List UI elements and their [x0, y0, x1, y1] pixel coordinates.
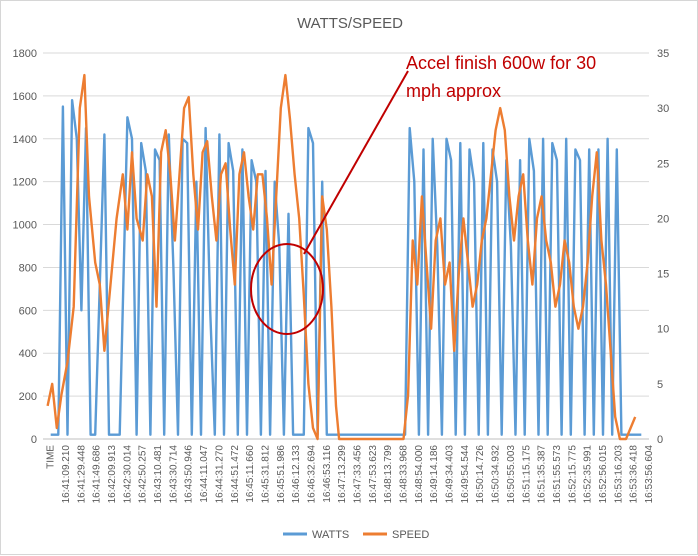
annotation-circle	[250, 243, 324, 335]
x-tick-label: 16:41:49.686	[92, 445, 103, 504]
series-group	[46, 73, 642, 441]
x-tick-label: 16:42:30.014	[122, 445, 133, 504]
x-tick-label: 16:51:35.387	[537, 445, 548, 504]
x-tick-label: 16:41:09.210	[61, 445, 72, 504]
legend: WATTS SPEED	[283, 529, 429, 541]
x-tick-label: 16:48:54.000	[414, 445, 425, 504]
x-tick-label: 16:44:11.047	[199, 445, 210, 503]
x-tick-label: 16:52:35.991	[583, 445, 594, 504]
x-tick-label: 16:50:55.003	[506, 445, 517, 504]
x-tick-label: 16:47:33.456	[353, 445, 364, 504]
x-tick-label: 16:49:14.186	[429, 445, 440, 504]
y-axis-right: 0 5 10 15 20 25 30 35	[657, 48, 669, 446]
x-tick-label: TIME	[46, 445, 57, 469]
annotation-group: Accel finish 600w for 30 mph approx	[250, 53, 596, 335]
x-tick-label: 16:50:14.726	[475, 445, 486, 504]
x-tick-label: 16:46:53.116	[322, 445, 333, 503]
annotation-pointer-line	[303, 70, 409, 255]
y-left-tick-label: 1800	[13, 48, 37, 60]
x-tick-label: 16:44:51.472	[230, 445, 241, 504]
y-right-tick-label: 35	[657, 48, 669, 60]
x-tick-label: 16:45:51.986	[276, 445, 287, 504]
x-tick-label: 16:49:34.403	[445, 445, 456, 504]
y-right-tick-label: 20	[657, 213, 669, 225]
y-left-tick-label: 200	[19, 391, 37, 403]
x-tick-label: 16:53:56.604	[644, 445, 655, 504]
x-tick-label: 16:50:34.932	[491, 445, 502, 504]
x-tick-label: 16:44:31.270	[214, 445, 225, 504]
series-line-speed	[46, 73, 637, 441]
x-tick-label: 16:42:50.257	[138, 445, 149, 504]
y-right-tick-label: 30	[657, 103, 669, 115]
series-line-watts	[50, 99, 642, 436]
x-tick-label: 16:45:11.660	[245, 445, 256, 503]
y-right-tick-label: 5	[657, 379, 663, 391]
y-left-tick-label: 600	[19, 305, 37, 317]
annotation-text-line-1: Accel finish 600w for 30	[406, 53, 596, 73]
x-axis: TIME 16:41:09.210 16:41:29.448 16:41:49.686…	[43, 438, 655, 504]
y-left-tick-label: 1000	[13, 220, 37, 232]
annotation-text-line-2: mph approx	[406, 81, 501, 101]
y-right-tick-label: 25	[657, 158, 669, 170]
x-tick-label: 16:43:50.946	[184, 445, 195, 504]
x-tick-label: 16:43:10.481	[153, 445, 164, 504]
x-tick-label: 16:53:36.418	[629, 445, 640, 504]
y-right-tick-label: 0	[657, 434, 663, 446]
y-left-tick-label: 1600	[13, 91, 37, 103]
x-tick-label: 16:48:13.799	[383, 445, 394, 504]
y-left-tick-label: 1400	[13, 134, 37, 146]
y-left-tick-label: 1200	[13, 177, 37, 189]
chart-title: WATTS/SPEED	[297, 15, 403, 32]
x-tick-label: 16:52:15.775	[567, 445, 578, 504]
y-left-tick-label: 800	[19, 262, 37, 274]
legend-label-speed: SPEED	[392, 529, 429, 541]
x-tick-label: 16:52:56.015	[598, 445, 609, 504]
x-tick-label: 16:43:30.714	[168, 445, 179, 504]
x-tick-label: 16:53:16.203	[613, 445, 624, 504]
x-tick-label: 16:47:13.299	[337, 445, 348, 504]
y-left-tick-label: 400	[19, 348, 37, 360]
x-tick-label: 16:47:53.623	[368, 445, 379, 504]
legend-label-watts: WATTS	[312, 529, 349, 541]
y-axis-left: 0 200 400 600 800 1000 1200 1400 1600 1800	[13, 48, 37, 446]
x-tick-label: 16:46:12.133	[291, 445, 302, 504]
y-right-tick-label: 10	[657, 324, 669, 336]
y-left-tick-label: 0	[31, 434, 37, 446]
x-tick-label: 16:51:55.573	[552, 445, 563, 504]
y-right-tick-label: 15	[657, 269, 669, 281]
x-tick-label: 16:45:31.812	[260, 445, 271, 504]
x-tick-label: 16:41:29.448	[76, 445, 87, 504]
x-tick-label: 16:46:32.694	[306, 445, 317, 504]
x-tick-label: 16:42:09.913	[107, 445, 118, 504]
x-tick-label: 16:51:15.175	[521, 445, 532, 504]
x-tick-label: 16:49:54.544	[460, 445, 471, 504]
x-tick-label: 16:48:33.968	[399, 445, 410, 504]
